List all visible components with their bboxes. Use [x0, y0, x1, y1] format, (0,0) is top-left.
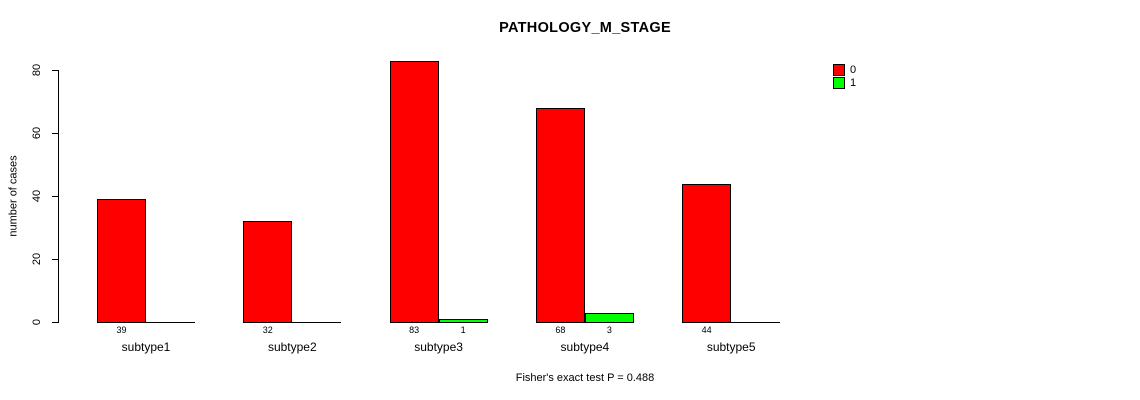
y-axis-title: number of cases	[7, 155, 20, 237]
x-category-label-subtype2: subtype2	[267, 340, 317, 354]
baseline-subtype2	[243, 322, 342, 323]
y-tick-label-80-text: 80	[31, 63, 43, 77]
y-tick-60	[52, 133, 58, 134]
y-tick-label-40: 40	[0, 146, 87, 246]
y-tick-40	[52, 196, 58, 197]
x-category-label-subtype3: subtype3	[414, 340, 463, 354]
legend-label-0: 0	[850, 64, 857, 76]
legend-swatch-1	[833, 77, 845, 89]
y-tick-label-60-text: 60	[31, 126, 43, 140]
y-tick-label-60: 60	[0, 83, 87, 183]
bar-value-label-series0-subtype4: 68	[555, 325, 566, 335]
legend-label-1: 1	[850, 77, 857, 89]
bar-value-label-series0-subtype1: 39	[116, 325, 127, 335]
bar-value-label-series1-subtype4: 3	[606, 325, 612, 335]
chart-title: PATHOLOGY_M_STAGE	[499, 20, 671, 36]
bar-series0-subtype3	[389, 61, 439, 323]
y-tick-label-0-text: 0	[31, 318, 43, 326]
y-tick-0	[52, 322, 58, 323]
baseline-subtype5	[682, 322, 781, 323]
stat-test-note: Fisher's exact test P = 0.488	[515, 372, 655, 384]
baseline-subtype1	[97, 322, 195, 323]
y-tick-20	[52, 259, 58, 260]
bar-series0-subtype4	[535, 108, 585, 323]
bar-series0-subtype2	[243, 221, 293, 323]
y-tick-label-20: 20	[0, 209, 87, 309]
bar-series0-subtype5	[682, 184, 732, 323]
bar-value-label-series1-subtype3: 1	[460, 325, 466, 335]
bar-series0-subtype1	[97, 199, 146, 323]
x-category-label-subtype1: subtype1	[121, 340, 171, 354]
bar-value-label-series0-subtype5: 44	[701, 325, 712, 335]
bar-series1-subtype4	[584, 313, 634, 323]
bar-value-label-series0-subtype2: 32	[262, 325, 273, 335]
legend-swatch-0	[833, 64, 845, 76]
x-category-label-subtype5: subtype5	[706, 340, 756, 354]
y-tick-label-80: 80	[0, 20, 87, 120]
y-tick-label-20-text: 20	[31, 252, 43, 266]
y-tick-label-0: 0	[0, 272, 87, 372]
bar-series1-subtype3	[438, 319, 488, 323]
x-category-label-subtype4: subtype4	[560, 340, 610, 354]
bar-value-label-series0-subtype3: 83	[409, 325, 420, 335]
y-tick-label-40-text: 40	[31, 189, 43, 203]
y-tick-80	[52, 70, 58, 71]
y-axis-line	[58, 70, 59, 323]
